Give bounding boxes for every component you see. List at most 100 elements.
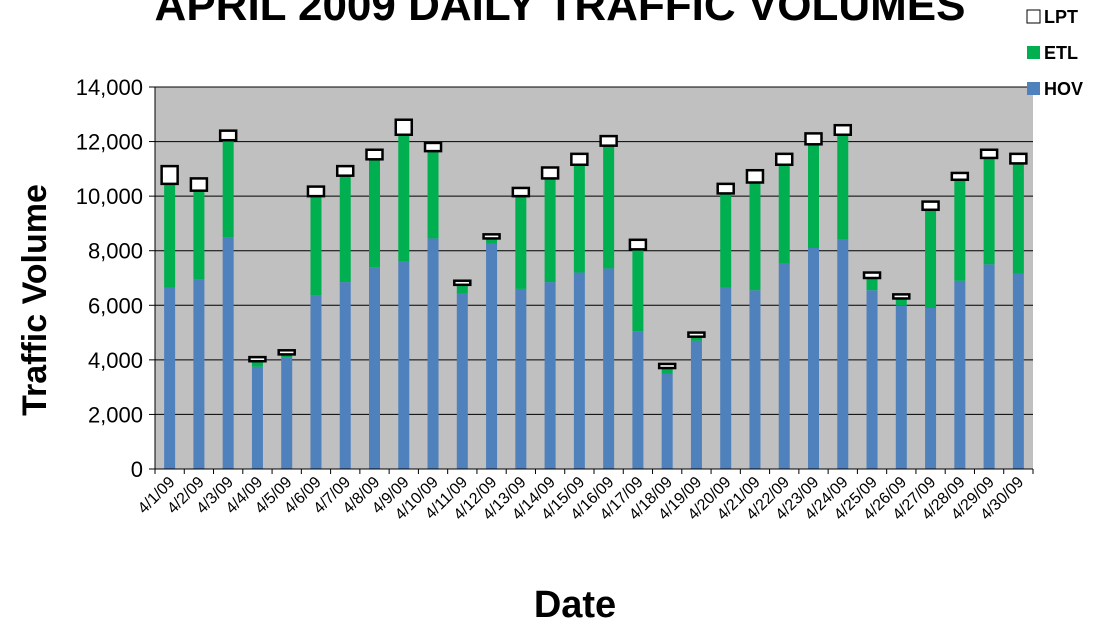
- bar-hov: [690, 340, 702, 469]
- y-tick-labels: 0 2,000 4,000 6,000 8,000 10,000 12,000 14,000: [76, 75, 143, 482]
- bar-etl: [427, 151, 439, 239]
- bar-lpt: [160, 164, 179, 186]
- bar-lpt: [774, 152, 794, 167]
- bar-lpt: [862, 271, 882, 280]
- y-tick-label: 0: [131, 457, 143, 482]
- bar-etl: [603, 145, 615, 269]
- bar-etl: [251, 361, 263, 367]
- bar-etl: [573, 164, 585, 273]
- bar-etl: [720, 193, 732, 288]
- bar-hov: [486, 243, 498, 469]
- bar-lpt: [892, 293, 911, 300]
- bar-hov: [866, 290, 878, 469]
- y-tick-label: 2,000: [88, 402, 143, 427]
- legend-label-etl: ETL: [1044, 43, 1078, 63]
- bar-etl: [778, 164, 790, 263]
- bar-lpt: [482, 233, 501, 240]
- legend-swatch-hov: [1027, 82, 1040, 95]
- bar-hov: [808, 247, 819, 469]
- legend-swatch-etl: [1027, 46, 1040, 59]
- bar-hov: [369, 267, 380, 469]
- bar-hov: [427, 238, 439, 469]
- bar-etl: [456, 284, 468, 294]
- bar-hov: [164, 287, 176, 469]
- x-tick-labels: 4/1/094/2/094/3/094/4/094/5/094/6/094/7/…: [135, 469, 1034, 524]
- chart-title: APRIL 2009 DAILY TRAFFIC VOLUMES: [155, 0, 966, 30]
- bar-lpt: [423, 141, 443, 153]
- bar-lpt: [657, 362, 677, 370]
- bar-hov: [749, 290, 761, 469]
- legend-label-hov: HOV: [1044, 79, 1083, 99]
- bars: [160, 118, 1028, 469]
- bar-etl: [339, 175, 351, 283]
- bar-lpt: [833, 123, 853, 136]
- bar-hov: [632, 331, 644, 469]
- bar-etl: [895, 298, 907, 306]
- bar-lpt: [950, 171, 970, 182]
- gridlines: [149, 86, 1033, 470]
- bar-hov: [983, 264, 995, 469]
- y-tick-label: 6,000: [88, 293, 143, 318]
- bar-hov: [895, 305, 907, 469]
- bar-lpt: [306, 185, 326, 198]
- bar-lpt: [804, 132, 823, 146]
- bar-etl: [398, 134, 410, 262]
- bar-etl: [749, 182, 761, 291]
- bar-hov: [573, 272, 585, 469]
- bar-lpt: [511, 186, 531, 198]
- bar-lpt: [628, 238, 648, 251]
- legend-swatch-lpt: [1026, 9, 1041, 24]
- bar-lpt: [570, 152, 589, 167]
- bar-lpt: [453, 279, 472, 287]
- bar-hov: [251, 366, 263, 469]
- bar-lpt: [248, 355, 267, 363]
- y-axis-label: Traffic Volume: [16, 184, 54, 416]
- bar-hov: [193, 279, 205, 469]
- plot-area: [155, 87, 1033, 469]
- legend-label-lpt: LPT: [1044, 7, 1078, 27]
- bar-etl: [661, 368, 673, 374]
- y-tick-label: 14,000: [76, 75, 143, 100]
- x-axis-label: Date: [534, 584, 616, 626]
- bar-hov: [1012, 273, 1024, 469]
- bar-hov: [720, 287, 732, 469]
- bar-lpt: [1009, 152, 1028, 165]
- bar-etl: [164, 183, 176, 288]
- bar-hov: [456, 293, 468, 469]
- bar-hov: [515, 288, 527, 469]
- y-tick-label: 10,000: [76, 184, 143, 209]
- bar-lpt: [599, 134, 618, 147]
- bar-etl: [310, 196, 322, 296]
- bar-hov: [925, 308, 937, 469]
- bar-etl: [515, 196, 527, 289]
- legend: LPT ETL HOV: [1026, 7, 1083, 99]
- bar-etl: [486, 238, 498, 244]
- bar-etl: [866, 278, 878, 291]
- bar-etl: [222, 140, 234, 238]
- bar-lpt: [687, 331, 706, 338]
- bar-hov: [603, 268, 615, 469]
- bar-lpt: [979, 148, 999, 160]
- bar-etl: [632, 249, 644, 332]
- bar-hov: [339, 282, 351, 469]
- bar-etl: [281, 354, 293, 358]
- bar-lpt: [540, 166, 560, 180]
- bar-etl: [808, 144, 819, 248]
- bar-etl: [193, 190, 205, 280]
- bar-etl: [837, 134, 849, 240]
- bar-hov: [544, 282, 556, 469]
- bar-hov: [398, 261, 410, 469]
- bar-etl: [954, 179, 966, 281]
- bar-etl: [1012, 163, 1024, 274]
- bar-etl: [983, 157, 995, 265]
- bar-hov: [222, 237, 234, 469]
- y-tick-label: 8,000: [88, 239, 143, 264]
- bar-etl: [544, 178, 556, 283]
- bar-hov: [837, 239, 849, 469]
- y-tick-label: 12,000: [76, 130, 143, 155]
- bar-hov: [281, 357, 293, 469]
- bar-hov: [954, 280, 966, 469]
- bar-lpt: [745, 168, 765, 184]
- bar-hov: [778, 262, 790, 469]
